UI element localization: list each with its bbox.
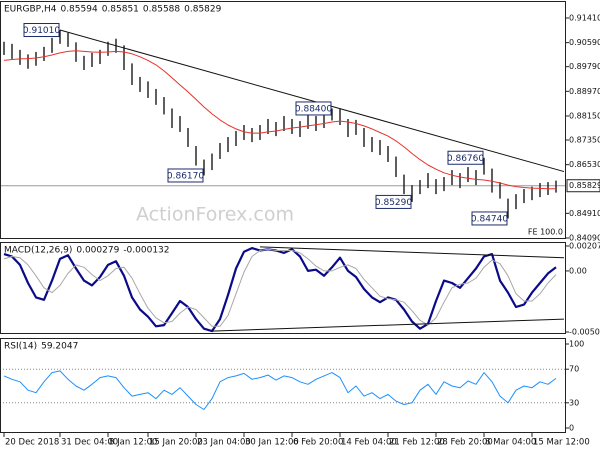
series-line [3, 370, 557, 410]
y-tick-label: 100 [569, 340, 584, 349]
x-tick-label: 6 Feb 20:00 [293, 438, 343, 448]
y-tick-label: 0.002073 [569, 242, 600, 251]
annotation-box [23, 23, 60, 38]
y-tick-label: 0.91410 [569, 13, 600, 22]
annotation-label: 0.84740 [471, 214, 508, 224]
panel [0, 368, 566, 410]
panel: ActionForex.com [0, 30, 566, 226]
annotation-label: 0.86170 [167, 171, 204, 181]
x-tick-label: 14 Feb 04:00 [341, 438, 397, 448]
annotation-box [167, 168, 204, 183]
y-tick-label: 30 [569, 398, 579, 407]
y-tick-label: 0.89790 [569, 62, 600, 71]
x-tick-label: 31 Dec 04:00 [61, 438, 118, 448]
header-value: -0.000132 [123, 246, 169, 256]
annotation-label: 0.88400 [295, 104, 332, 114]
y-tick-label: 0.87350 [569, 136, 600, 145]
x-tick-label: 15 Jan 20:00 [149, 438, 203, 448]
y-tick-label: 0.00 [569, 266, 587, 275]
y-tick-label: 0.88970 [569, 87, 600, 96]
trendline [59, 29, 565, 173]
y-tick-label: -0.005074 [569, 328, 600, 337]
header-value: 59.2047 [41, 342, 78, 352]
header-value: 0.85594 [60, 5, 97, 15]
panel-frame [0, 338, 566, 433]
annotation-box [471, 211, 508, 226]
panel-frame [0, 1, 566, 239]
y-tick-label: 70 [569, 365, 579, 374]
x-tick-label: 8 Mar 04:00 [485, 438, 536, 448]
current-price-label: 0.85829 [569, 181, 600, 190]
watermark: ActionForex.com [136, 204, 294, 226]
series-line [3, 248, 557, 327]
x-tick-label: 8 Jan 12:00 [109, 438, 157, 448]
series-line [3, 247, 557, 333]
series-line [3, 50, 556, 190]
y-tick-label: 0.84910 [569, 209, 600, 218]
header-value: 0.000279 [76, 246, 119, 256]
note: FE 100.0 [528, 228, 563, 237]
header-value: 0.85829 [184, 5, 221, 15]
header-value: 0.85851 [102, 5, 139, 15]
annotation-box [375, 194, 412, 209]
x-tick-label: 23 Jan 04:00 [197, 438, 251, 448]
annotation-label: 0.91010 [23, 26, 60, 36]
panel-title: EURGBP,H4 [4, 5, 57, 15]
current-price-box [566, 179, 600, 193]
x-tick-label: 21 Feb 12:00 [389, 438, 445, 448]
y-tick-label: 0.90590 [569, 38, 600, 47]
panel-title: MACD(12,26,9) [4, 246, 72, 256]
y-tick-label: 0.84090 [569, 234, 600, 243]
trendline [211, 318, 565, 332]
annotation-label: 0.85290 [375, 198, 412, 208]
panel-title: RSI(14) [4, 342, 37, 352]
x-tick-label: 15 Mar 12:00 [533, 438, 590, 448]
panel-frame [0, 242, 566, 334]
y-tick-label: 0 [569, 424, 574, 433]
annotation-box [295, 101, 332, 116]
annotation-label: 0.86760 [447, 154, 484, 164]
annotation-box [447, 150, 484, 165]
y-tick-label: 0.86530 [569, 160, 600, 169]
trendline [259, 246, 565, 259]
panel [3, 247, 557, 333]
x-tick-label: 30 Jan 12:00 [245, 438, 299, 448]
x-tick-label: 28 Feb 20:00 [437, 438, 493, 448]
x-tick-label: 20 Dec 2018 [5, 438, 59, 448]
header-value: 0.85588 [143, 5, 180, 15]
y-tick-label: 0.88150 [569, 111, 600, 120]
